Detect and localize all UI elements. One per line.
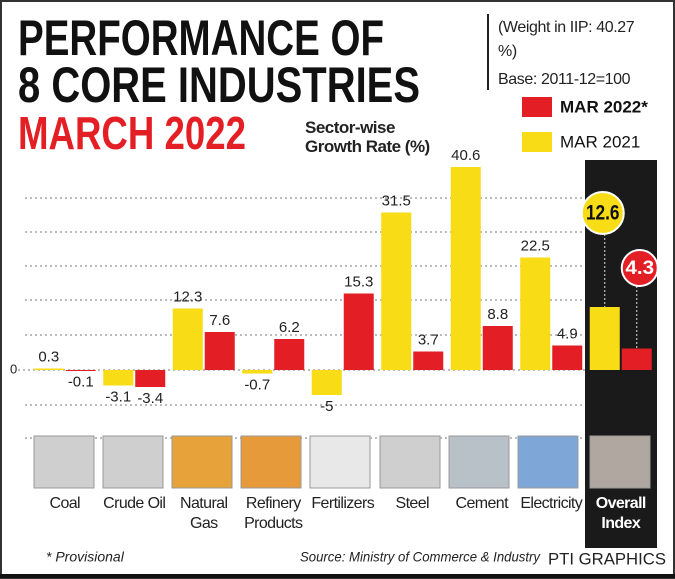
bar [413, 352, 443, 371]
x-tick-label: Steel [376, 494, 448, 514]
y-tick-label: 0 [10, 361, 17, 376]
bar [103, 370, 133, 386]
bar [483, 326, 513, 370]
note: Base: 2011-12=100 [498, 68, 668, 92]
bar [552, 346, 582, 371]
bar [312, 370, 342, 395]
value-label: 22.5 [521, 237, 550, 254]
value-label: -5 [320, 398, 333, 415]
value-label: 7.6 [209, 312, 230, 329]
legend-swatch [522, 132, 552, 152]
bar [451, 167, 481, 370]
x-tick-label: Coal [29, 494, 101, 514]
value-label: -0.1 [68, 373, 94, 390]
x-tick-label: Overall Index [585, 494, 657, 534]
value-label: 15.3 [344, 273, 373, 290]
bar [66, 370, 96, 371]
bar [622, 349, 652, 371]
bar [381, 213, 411, 371]
x-tick-label: Electricity [515, 494, 587, 514]
bar [274, 339, 304, 370]
footnote: * Provisional [46, 549, 125, 565]
subtitle: Sector-wise Growth Rate (%) [305, 118, 445, 156]
x-tick-label: Natural Gas [168, 494, 240, 534]
value-label: 40.6 [451, 147, 480, 164]
value-label: -3.4 [137, 390, 163, 407]
bar [135, 370, 165, 387]
credit: PTI GRAPHICS [548, 549, 666, 568]
value-label: 12.6 [586, 202, 620, 225]
x-tick-label: Refinery Products [237, 494, 309, 534]
infographic: PERFORMANCE OF 8 CORE INDUSTRIES MARCH 2… [0, 0, 675, 579]
bar [242, 370, 272, 374]
legend-label: MAR 2021 [560, 132, 640, 151]
bar [34, 369, 64, 371]
x-tick-label: Fertilizers [307, 494, 379, 514]
value-label: 12.3 [173, 288, 202, 305]
title-line: 8 CORE INDUSTRIES [18, 57, 420, 113]
title-date: MARCH 2022 [18, 107, 246, 159]
bar [520, 258, 550, 371]
value-label: 31.5 [382, 192, 411, 209]
x-tick-label: Crude Oil [98, 494, 170, 514]
legend-label: MAR 2022* [560, 97, 648, 116]
value-label: 3.7 [418, 331, 439, 348]
value-label: 8.8 [487, 306, 508, 323]
bar [173, 309, 203, 371]
value-label: 4.3 [625, 258, 654, 279]
value-label: 4.9 [557, 325, 578, 342]
legend-swatch [522, 97, 552, 117]
bar [590, 307, 620, 370]
x-tick-label: Cement [446, 494, 518, 514]
note: (Weight in IIP: 40.27 %) [498, 16, 648, 64]
bar [344, 294, 374, 371]
value-label: 6.2 [279, 319, 300, 336]
bar [205, 332, 235, 370]
source: Source: Ministry of Commerce & Industry [300, 549, 541, 565]
value-label: -3.1 [105, 388, 131, 405]
icons [34, 436, 650, 488]
value-label: 0.3 [38, 348, 59, 365]
value-label: -0.7 [244, 376, 270, 393]
